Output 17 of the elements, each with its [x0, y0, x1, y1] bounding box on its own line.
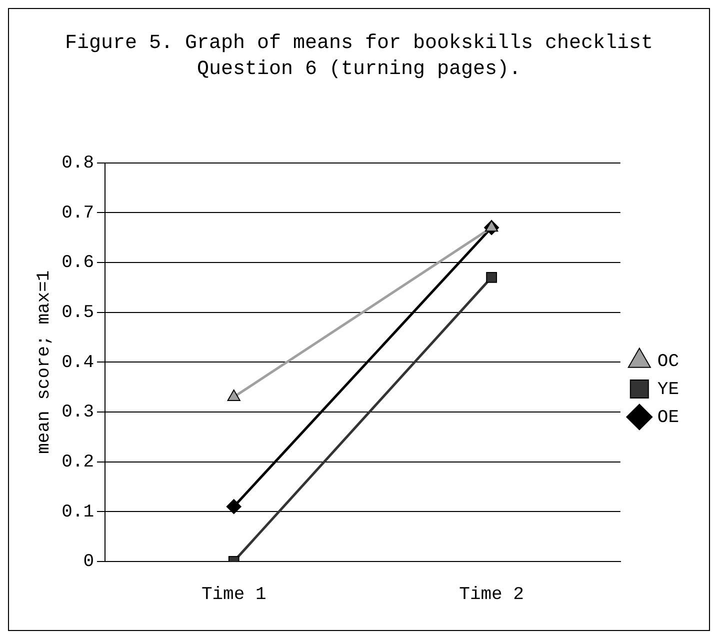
y-tick-label: 0.5: [62, 303, 94, 324]
y-tick-label: 0.2: [62, 452, 94, 473]
x-tick-label: Time 1: [201, 584, 266, 605]
y-tick-label: 0.3: [62, 402, 94, 423]
legend-label: YE: [657, 380, 680, 400]
y-tick-label: 0.8: [62, 154, 94, 174]
chart-title: Figure 5. Graph of means for bookskills checklist Question 6 (turning pages).: [64, 31, 654, 83]
y-tick-label: 0.7: [62, 203, 94, 224]
y-tick-label: 0.6: [62, 253, 94, 274]
legend-label: OC: [657, 352, 680, 372]
x-tick-label: Time 2: [459, 584, 524, 605]
y-tick-label: 0: [83, 552, 94, 572]
y-tick-label: 0.4: [62, 352, 94, 373]
point: [486, 272, 497, 283]
legend-label: OE: [657, 408, 680, 428]
y-axis-title: mean score; max=1: [34, 270, 55, 454]
y-tick-label: 0.1: [62, 502, 94, 522]
